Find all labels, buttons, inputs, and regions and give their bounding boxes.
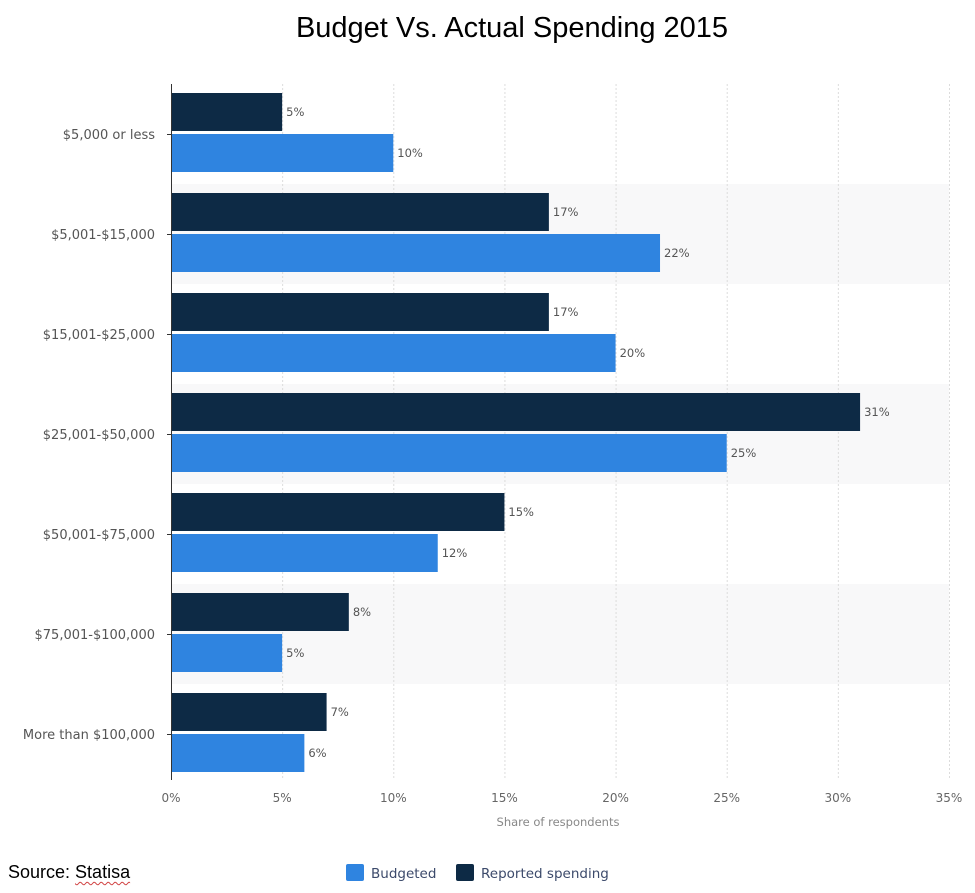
data-label-budgeted-25-001-50-000: 25% xyxy=(731,446,757,460)
bar-reported-spending-75-001-100-000[interactable] xyxy=(172,593,349,631)
category-label-5-000-or-less: $5,000 or less xyxy=(63,128,155,143)
x-axis-title: Share of respondents xyxy=(497,815,620,829)
bar-reported-spending-5-001-15-000[interactable] xyxy=(172,193,549,231)
data-label-reported-spending-15-001-25-000: 17% xyxy=(553,305,579,319)
data-label-reported-spending-more-than-100-000: 7% xyxy=(331,705,349,719)
bar-budgeted-75-001-100-000[interactable] xyxy=(172,634,283,672)
data-label-reported-spending-75-001-100-000: 8% xyxy=(353,605,371,619)
bar-reported-spending-50-001-75-000[interactable] xyxy=(172,493,505,531)
bar-reported-spending-5-000-or-less[interactable] xyxy=(172,93,283,131)
data-label-budgeted-50-001-75-000: 12% xyxy=(442,546,468,560)
data-label-reported-spending-50-001-75-000: 15% xyxy=(508,505,534,519)
x-tick-label-0: 0% xyxy=(161,791,180,805)
legend-label-budgeted[interactable]: Budgeted xyxy=(371,866,436,882)
bar-reported-spending-15-001-25-000[interactable] xyxy=(172,293,549,331)
data-label-reported-spending-5-001-15-000: 17% xyxy=(553,205,579,219)
x-tick-label-5: 5% xyxy=(273,791,292,805)
legend-label-reported-spending[interactable]: Reported spending xyxy=(481,866,609,882)
data-label-budgeted-more-than-100-000: 6% xyxy=(308,746,326,760)
bar-budgeted-5-001-15-000[interactable] xyxy=(172,234,661,272)
x-tick-label-20: 20% xyxy=(602,791,629,805)
bar-budgeted-5-000-or-less[interactable] xyxy=(172,134,394,172)
category-label-25-001-50-000: $25,001-$50,000 xyxy=(43,428,155,443)
category-label-15-001-25-000: $15,001-$25,000 xyxy=(43,328,155,343)
data-label-budgeted-75-001-100-000: 5% xyxy=(286,646,304,660)
source-note: Source: Statisa xyxy=(8,862,130,883)
bar-budgeted-15-001-25-000[interactable] xyxy=(172,334,616,372)
category-label-more-than-100-000: More than $100,000 xyxy=(23,728,155,743)
data-label-budgeted-5-001-15-000: 22% xyxy=(664,246,690,260)
data-label-reported-spending-5-000-or-less: 5% xyxy=(286,105,304,119)
data-label-budgeted-5-000-or-less: 10% xyxy=(397,146,423,160)
bar-budgeted-more-than-100-000[interactable] xyxy=(172,734,305,772)
x-tick-label-35: 35% xyxy=(936,791,963,805)
chart-title: Budget Vs. Actual Spending 2015 xyxy=(295,12,729,44)
bar-reported-spending-25-001-50-000[interactable] xyxy=(172,393,861,431)
category-label-5-001-15-000: $5,001-$15,000 xyxy=(51,228,155,243)
legend-swatch-budgeted[interactable] xyxy=(346,864,364,881)
data-label-budgeted-15-001-25-000: 20% xyxy=(620,346,646,360)
legend-swatch-reported-spending[interactable] xyxy=(456,864,474,881)
category-label-75-001-100-000: $75,001-$100,000 xyxy=(35,628,155,643)
x-tick-label-30: 30% xyxy=(825,791,852,805)
x-tick-label-25: 25% xyxy=(713,791,740,805)
x-tick-label-15: 15% xyxy=(491,791,518,805)
bar-budgeted-50-001-75-000[interactable] xyxy=(172,534,438,572)
source-name: Statisa xyxy=(75,862,131,882)
bar-reported-spending-more-than-100-000[interactable] xyxy=(172,693,327,731)
bar-budgeted-25-001-50-000[interactable] xyxy=(172,434,727,472)
data-label-reported-spending-25-001-50-000: 31% xyxy=(864,405,890,419)
source-prefix: Source: xyxy=(8,862,76,882)
x-tick-label-10: 10% xyxy=(380,791,407,805)
category-label-50-001-75-000: $50,001-$75,000 xyxy=(43,528,155,543)
